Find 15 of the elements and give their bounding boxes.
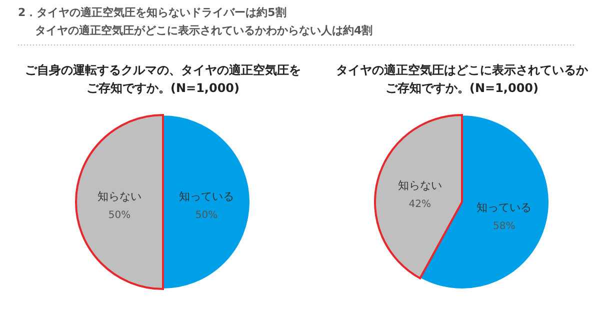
pie-slice: [374, 114, 463, 280]
slice-label: 知らない: [98, 190, 142, 203]
slice-label: 知っている: [476, 200, 532, 214]
data-label: 50%: [108, 210, 131, 221]
data-label: 50%: [195, 210, 218, 221]
slice-label: 知っている: [179, 190, 234, 203]
chart-title: タイヤの適正空気圧はどこに表示されているかご存知ですか。(N=1,000): [336, 63, 589, 95]
pie-slice: [162, 114, 250, 290]
text: 2．タイヤの適正空気圧を知らないドライバーは約5割: [18, 6, 286, 19]
pie-slice: [75, 114, 164, 290]
data-label: 58%: [493, 220, 516, 232]
data-label: 42%: [408, 199, 431, 210]
chart-title: ご自身の運転するクルマの、タイヤの適正空気圧をご存知ですか。(N=1,000): [25, 63, 301, 95]
slice-label: 知らない: [398, 179, 442, 192]
text: タイヤの適正空気圧がどこに表示されているかわからない人は約4割: [35, 24, 373, 37]
